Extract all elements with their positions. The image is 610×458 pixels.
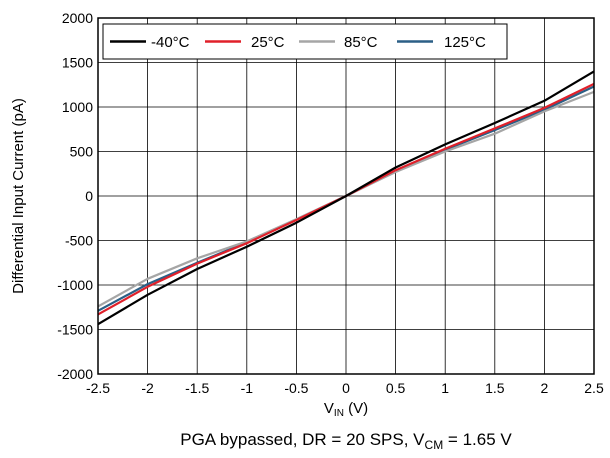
x-axis-label-unit: (V) (344, 400, 368, 417)
y-axis-label: Differential Input Current (pA) (10, 98, 27, 294)
legend: -40°C 25°C 85°C 125°C (102, 23, 508, 60)
x-axis-label: VIN (V) (324, 400, 368, 419)
x-tick-label: 2 (541, 380, 549, 396)
y-tick-label: -500 (65, 233, 93, 249)
x-tick-label: -1 (241, 380, 254, 396)
x-tick-label: 0 (342, 380, 350, 396)
y-tick-label: 500 (70, 144, 94, 160)
series-line-1 (97, 70, 595, 326)
y-tick-label: 2000 (62, 10, 93, 26)
tick-labels: -2.5 -2 -1.5 -1 -0.5 0 0.5 1 1.5 2 2.5 -2000 -1500 -1… (57, 10, 604, 396)
x-tick-label: 2.5 (584, 380, 604, 396)
y-tick-label: 0 (85, 188, 93, 204)
legend-label: 25°C (251, 34, 285, 51)
caption-sub: CM (425, 438, 444, 452)
x-tick-label: 1 (441, 380, 449, 396)
caption-post: = 1.65 V (443, 430, 512, 449)
x-tick-label: -1.5 (185, 380, 209, 396)
x-tick-label: -2.5 (86, 380, 110, 396)
x-tick-label: -2 (141, 380, 154, 396)
x-axis-label-sub: IN (334, 408, 344, 419)
caption-pre: PGA bypassed, DR = 20 SPS, V (180, 430, 425, 449)
y-tick-label: 1500 (62, 55, 93, 71)
y-tick-label: -1500 (57, 322, 93, 338)
y-tick-label: -1000 (57, 277, 93, 293)
y-tick-label: 1000 (62, 99, 93, 115)
x-axis-label-main: V (324, 400, 334, 417)
plot-frame (97, 17, 595, 375)
y-tick-label: -2000 (57, 366, 93, 382)
legend-box (102, 23, 508, 60)
x-tick-label: -0.5 (284, 380, 308, 396)
chart-caption: PGA bypassed, DR = 20 SPS, VCM = 1.65 V (180, 430, 512, 452)
legend-label: -40°C (151, 34, 190, 51)
x-tick-label: 1.5 (485, 380, 505, 396)
x-tick-label: 0.5 (386, 380, 406, 396)
series-lines (97, 70, 595, 326)
legend-label: 85°C (344, 34, 378, 51)
legend-label: 125°C (444, 34, 486, 51)
